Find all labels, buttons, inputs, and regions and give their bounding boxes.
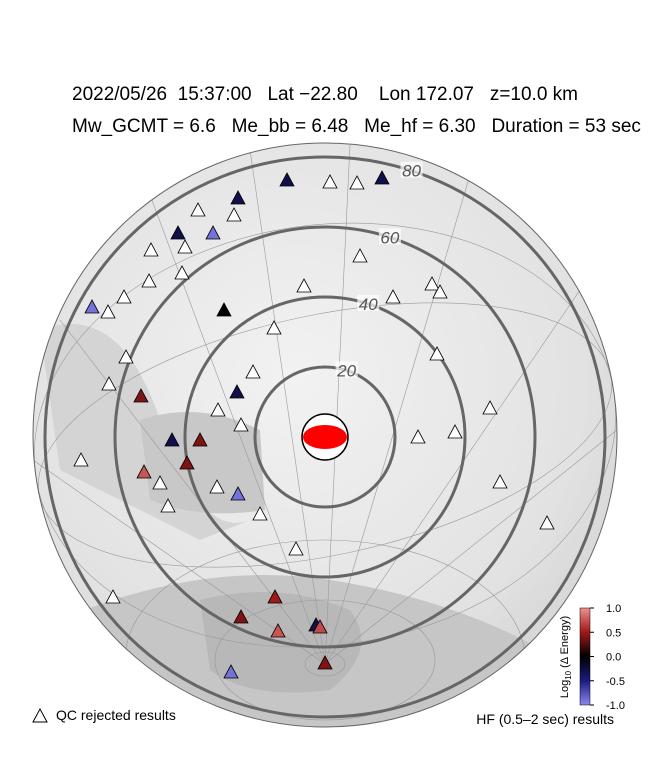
rejected-station — [539, 515, 555, 530]
ring-label-bg — [400, 161, 423, 178]
colorbar-label-base: Log — [559, 680, 571, 698]
rejected-station — [245, 364, 261, 379]
rejected-station — [429, 346, 445, 361]
rejected-station — [288, 541, 304, 556]
rejected-station — [296, 278, 312, 293]
colorbar-label: Log10 (Δ Energy) — [559, 616, 573, 698]
rejected-station — [100, 304, 116, 319]
rejected-station — [190, 202, 206, 217]
rejected-station — [322, 174, 338, 189]
rejected-station — [352, 248, 368, 263]
station — [230, 190, 246, 205]
colorbar-tick-label: -1.0 — [606, 700, 625, 712]
globe-outline — [32, 142, 618, 728]
distance-ring — [253, 365, 397, 509]
station — [229, 384, 245, 399]
station — [267, 589, 283, 604]
rejected-station — [143, 242, 159, 257]
rejected-station — [226, 207, 242, 222]
station — [233, 609, 249, 624]
ring-label: 80 — [402, 162, 421, 181]
ring-label-bg — [378, 228, 401, 245]
rejected-station — [160, 498, 176, 513]
station — [317, 655, 333, 670]
rejected-station — [141, 273, 157, 288]
rejected-station — [349, 175, 365, 190]
header-line: 2022/05/26 15:37:00 Lat −22.80 Lon 172.0… — [72, 84, 578, 105]
colorbar-tick-label: -0.5 — [606, 676, 625, 688]
header-line: Mw_GCMT = 6.6 Me_bb = 6.48 Me_hf = 6.30 … — [72, 116, 641, 137]
rejected-station — [210, 402, 226, 417]
rejected-station — [152, 475, 168, 490]
station — [312, 619, 328, 634]
rejected-station — [447, 424, 463, 439]
station — [84, 299, 100, 314]
rejected-station — [116, 289, 132, 304]
rejected-station — [101, 376, 117, 391]
station — [170, 225, 186, 240]
legend-text: QC rejected results — [56, 707, 176, 723]
rejected-station — [233, 417, 249, 432]
rejected-station — [105, 589, 121, 604]
ring-label-bg — [357, 294, 380, 311]
station — [179, 455, 195, 470]
colorbar-tick-label: 0.5 — [606, 627, 621, 639]
rejected-station — [432, 284, 448, 299]
station — [133, 388, 149, 403]
rejected-station — [424, 276, 440, 291]
distance-ring — [183, 295, 467, 579]
station — [136, 464, 152, 479]
rejected-station — [385, 289, 401, 304]
distance-ring — [113, 225, 537, 649]
station — [164, 432, 180, 447]
rejected-station — [492, 474, 508, 489]
colorbar-label-subscript: 10 — [564, 670, 573, 679]
rejected-station — [209, 479, 225, 494]
station — [374, 170, 390, 185]
legend-text: HF (0.5–2 sec) results — [476, 711, 614, 727]
focal-mechanism-fill — [303, 425, 347, 449]
station — [192, 432, 208, 447]
rejected-station — [177, 239, 193, 254]
colorbar-tick-label: 0.0 — [606, 652, 621, 664]
colorbar-tick-label: 1.0 — [606, 603, 621, 615]
rejected-station — [118, 349, 134, 364]
colorbar-label-rest: (Δ Energy) — [559, 616, 571, 668]
colorbar — [579, 607, 591, 706]
station — [205, 225, 221, 240]
ring-label: 40 — [359, 295, 378, 314]
station — [270, 623, 286, 638]
rejected-station — [410, 429, 426, 444]
legend-symbol — [32, 707, 48, 723]
ring-label: 20 — [336, 361, 356, 380]
rejected-station — [73, 452, 89, 467]
station — [279, 172, 295, 187]
rejected-station — [266, 320, 282, 335]
ring-label: 60 — [380, 228, 399, 247]
distance-ring — [43, 155, 607, 719]
station — [230, 486, 246, 501]
rejected-station — [482, 400, 498, 415]
rejected-station — [252, 506, 268, 521]
station — [216, 302, 232, 317]
station — [223, 664, 239, 679]
rejected-station — [174, 265, 190, 280]
ring-label-bg — [335, 361, 358, 378]
